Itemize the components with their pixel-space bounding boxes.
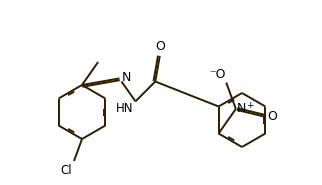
Text: ⁻O: ⁻O (209, 68, 225, 81)
Text: O: O (155, 40, 165, 53)
Text: N: N (237, 102, 246, 115)
Text: N: N (121, 71, 131, 84)
Text: O: O (267, 110, 277, 123)
Text: Cl: Cl (61, 164, 72, 177)
Text: +: + (246, 101, 253, 110)
Text: HN: HN (116, 102, 134, 115)
